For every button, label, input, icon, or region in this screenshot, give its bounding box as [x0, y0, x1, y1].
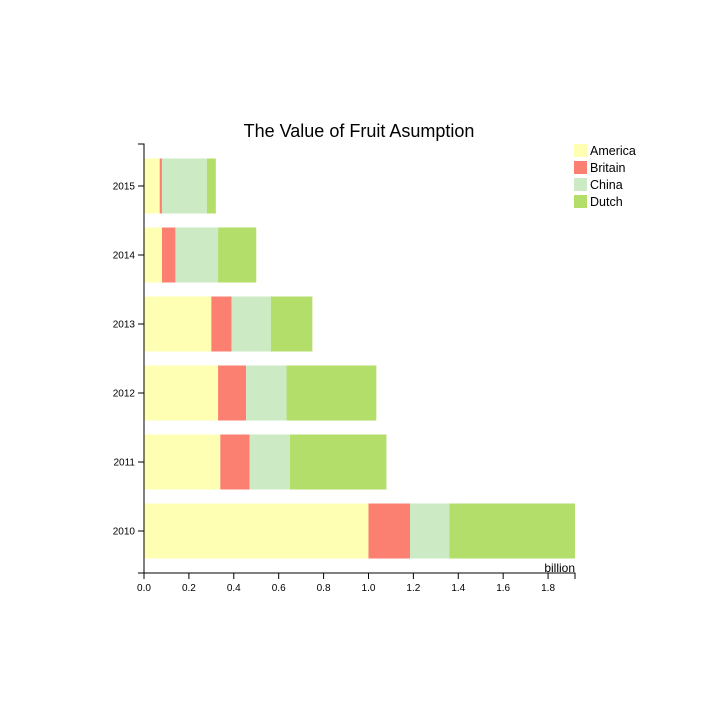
- y-tick-label-2010: 2010: [113, 527, 136, 538]
- bar-2015-britain: [159, 158, 162, 214]
- bar-2013-britain: [211, 296, 232, 352]
- legend-label-britain: Britain: [590, 161, 625, 175]
- bar-2010-america: [144, 503, 369, 559]
- x-tick-label-0.8: 0.8: [317, 583, 331, 594]
- legend-swatch-britain: [574, 161, 587, 174]
- bar-2012-america: [144, 365, 219, 421]
- x-tick-label-0.2: 0.2: [182, 583, 196, 594]
- x-tick-label-1.8: 1.8: [541, 583, 555, 594]
- bar-2013-america: [144, 296, 212, 352]
- x-tick-label-0.6: 0.6: [272, 583, 286, 594]
- bar-2014-britain: [161, 227, 176, 283]
- bar-2012-britain: [218, 365, 247, 421]
- bar-2011-china: [249, 434, 290, 490]
- bar-2011-britain: [220, 434, 250, 490]
- x-tick-label-1.2: 1.2: [406, 583, 420, 594]
- y-axis-line: [138, 143, 145, 574]
- x-tick-label-1.0: 1.0: [362, 583, 376, 594]
- x-tick-label-1.4: 1.4: [451, 583, 465, 594]
- x-tick-label-1.6: 1.6: [496, 583, 510, 594]
- y-tick-label-2013: 2013: [113, 320, 136, 331]
- y-tick-label-2011: 2011: [113, 458, 135, 469]
- bar-2011-america: [144, 434, 221, 490]
- legend-swatch-dutch: [574, 195, 587, 208]
- bar-2015-america: [144, 158, 160, 214]
- bar-2012-dutch: [286, 365, 377, 421]
- bar-2014-china: [175, 227, 219, 283]
- bar-2010-dutch: [449, 503, 575, 559]
- bar-2010-china: [410, 503, 450, 559]
- bar-2012-china: [246, 365, 287, 421]
- bar-2013-dutch: [270, 296, 313, 352]
- legend-label-america: America: [590, 144, 636, 158]
- bar-2010-britain: [368, 503, 411, 559]
- x-axis: 0.0 0.2 0.4 0.6 0.8 1.0 1.2 1.4 1.6 1.8: [137, 572, 576, 594]
- y-tick-label-2012: 2012: [113, 389, 136, 400]
- chart-title: The Value of Fruit Asumption: [244, 121, 475, 141]
- x-axis-unit-label: billion: [544, 561, 575, 575]
- y-tick-label-2014: 2014: [113, 251, 136, 262]
- legend-swatch-china: [574, 178, 587, 191]
- legend-label-china: China: [590, 178, 623, 192]
- legend: America Britain China Dutch: [574, 144, 636, 209]
- x-axis-line: [143, 572, 576, 579]
- bar-2011-dutch: [289, 434, 387, 490]
- x-tick-label-0.0: 0.0: [137, 583, 151, 594]
- x-tick-label-0.4: 0.4: [227, 583, 241, 594]
- legend-swatch-america: [574, 144, 587, 157]
- bar-2015-china: [161, 158, 207, 214]
- y-tick-label-2015: 2015: [113, 182, 136, 193]
- bar-2013-china: [231, 296, 271, 352]
- bars-layer: [144, 158, 575, 559]
- legend-label-dutch: Dutch: [590, 195, 623, 209]
- bar-2014-america: [144, 227, 162, 283]
- bar-2014-dutch: [218, 227, 257, 283]
- bar-2015-dutch: [206, 158, 216, 214]
- y-axis: 2010 2011 2012 2013 2014 2015: [113, 143, 145, 574]
